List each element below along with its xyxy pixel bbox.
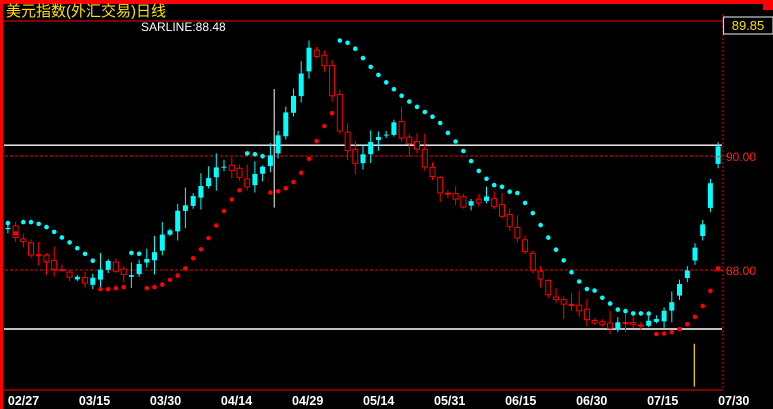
svg-text:05/14: 05/14 bbox=[363, 394, 394, 408]
svg-text:美元指数(外汇交易)日线: 美元指数(外汇交易)日线 bbox=[6, 2, 166, 20]
svg-text:89.85: 89.85 bbox=[732, 18, 765, 33]
svg-text:06/15: 06/15 bbox=[505, 394, 536, 408]
svg-text:02/27: 02/27 bbox=[8, 394, 39, 408]
svg-text:03/30: 03/30 bbox=[150, 394, 181, 408]
svg-text:04/29: 04/29 bbox=[292, 394, 323, 408]
svg-text:07/30: 07/30 bbox=[718, 394, 749, 408]
svg-text:04/14: 04/14 bbox=[221, 394, 252, 408]
svg-text:90.00: 90.00 bbox=[726, 150, 756, 164]
svg-text:05/31: 05/31 bbox=[434, 394, 465, 408]
svg-text:88.00: 88.00 bbox=[726, 264, 756, 278]
svg-text:SARLINE:88.48: SARLINE:88.48 bbox=[141, 20, 226, 34]
svg-text:03/15: 03/15 bbox=[79, 394, 110, 408]
svg-text:07/15: 07/15 bbox=[647, 394, 678, 408]
svg-text:06/30: 06/30 bbox=[576, 394, 607, 408]
